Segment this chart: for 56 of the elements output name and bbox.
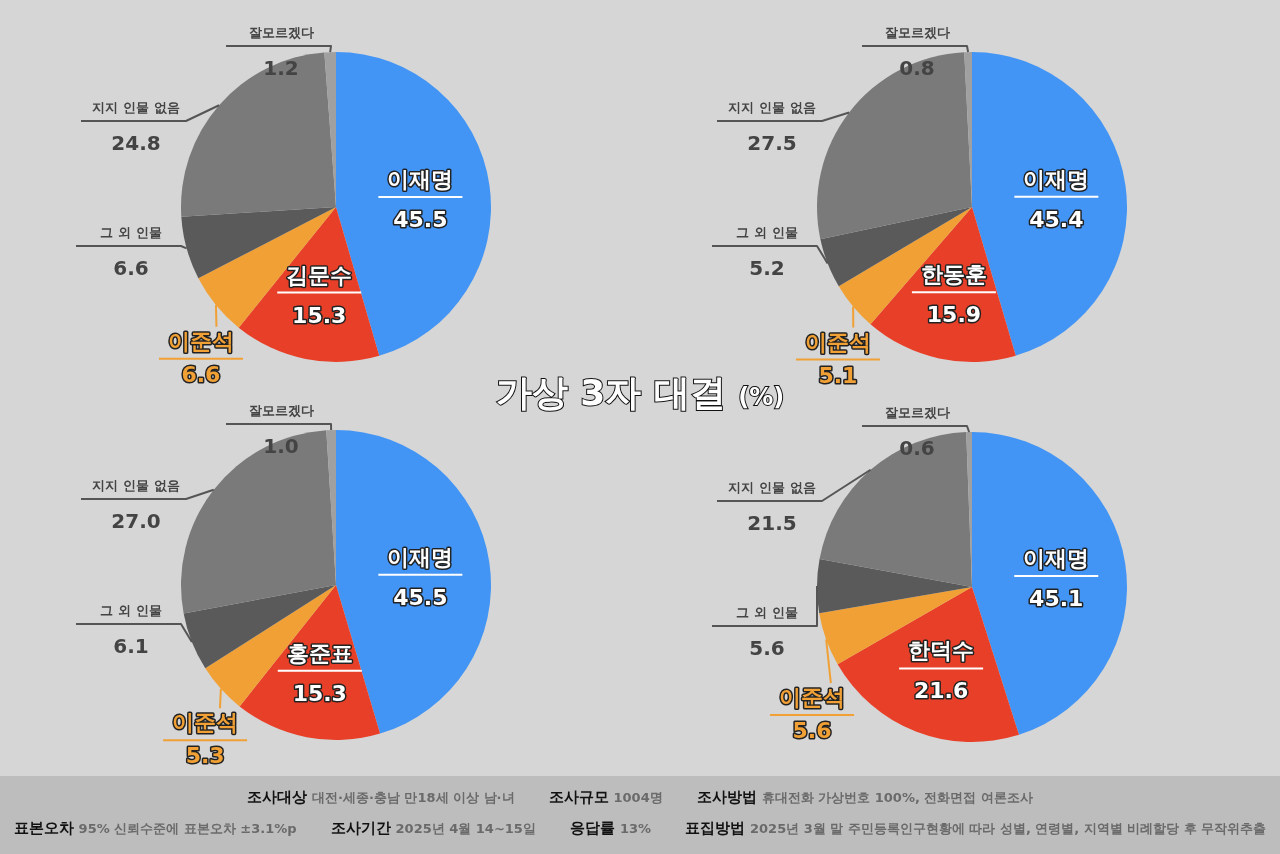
slice-label: 이준석 <box>779 685 846 711</box>
slice-label: 지지 인물 없음 <box>728 100 816 115</box>
slice-label: 홍준표 <box>286 640 353 666</box>
slice-label: 지지 인물 없음 <box>92 100 180 115</box>
slice-label: 이재명 <box>1023 166 1090 192</box>
data-label: 5.6 <box>792 718 832 744</box>
slice-label: 한동훈 <box>920 262 987 288</box>
data-label: 27.5 <box>747 131 797 155</box>
text: 가상 3자 대결 (%) <box>495 372 785 413</box>
data-label: 45.4 <box>1029 206 1084 232</box>
data-label: 5.1 <box>818 362 858 388</box>
slice-label: 이준석 <box>167 328 234 354</box>
data-label: 21.5 <box>747 511 797 535</box>
data-label: 5.2 <box>749 256 785 280</box>
slice-label: 그 외 인물 <box>736 225 798 240</box>
data-label: 0.8 <box>899 56 935 80</box>
slice-label: 잘모르겠다 <box>248 25 314 40</box>
slice-label: 한덕수 <box>908 638 975 664</box>
slice-label: 이재명 <box>387 166 454 192</box>
slice-label: 이준석 <box>172 710 239 736</box>
data-label: 5.6 <box>749 636 785 660</box>
slice-label: 잘모르겠다 <box>884 405 950 420</box>
data-label: 24.8 <box>111 131 161 155</box>
data-label: 1.2 <box>263 56 299 80</box>
text: 표집방법 2025년 3월 말 주민등록인구현황에 따라 성별, 연령별, 지역별 비례할당 후 무작위추출 <box>685 819 1267 838</box>
data-label: 15.3 <box>292 680 347 706</box>
data-label: 15.9 <box>926 302 982 328</box>
data-label: 5.3 <box>185 743 225 769</box>
data-label: 6.1 <box>113 634 149 658</box>
text: 조사방법 휴대전화 가상번호 100%, 전화면접 여론조사 <box>696 788 1033 807</box>
text: 응답률 13% <box>569 819 652 838</box>
slice-label: 그 외 인물 <box>100 603 162 618</box>
slice-label: 그 외 인물 <box>100 225 162 240</box>
data-label: 6.6 <box>181 361 221 387</box>
data-label: 45.5 <box>393 584 448 610</box>
data-label: 45.5 <box>393 206 448 232</box>
slice-label: 이재명 <box>387 544 454 570</box>
slice-label: 김문수 <box>286 262 353 288</box>
slice-label: 지지 인물 없음 <box>728 480 816 495</box>
data-label: 45.1 <box>1029 585 1084 611</box>
data-label: 27.0 <box>111 509 161 533</box>
slice-label: 잘모르겠다 <box>884 25 950 40</box>
slice-label: 그 외 인물 <box>736 605 798 620</box>
text: 조사기간 2025년 4월 14~15일 <box>330 819 536 838</box>
data-label: 6.6 <box>113 256 149 280</box>
slice-label: 이준석 <box>804 329 871 355</box>
slice-label: 지지 인물 없음 <box>92 478 180 493</box>
text: 조사대상 대전·세종·충남 만18세 이상 남·녀 <box>247 788 515 807</box>
data-label: 0.6 <box>899 436 935 460</box>
slice-label: 이재명 <box>1023 545 1090 571</box>
data-label: 1.0 <box>263 434 299 458</box>
data-label: 15.3 <box>292 302 347 328</box>
slice-label: 잘모르겠다 <box>248 403 314 418</box>
data-label: 21.6 <box>913 678 969 704</box>
text: 표본오차 95% 신뢰수준에 표본오차 ±3.1%p <box>13 819 297 838</box>
text: 조사규모 1004명 <box>548 788 663 807</box>
